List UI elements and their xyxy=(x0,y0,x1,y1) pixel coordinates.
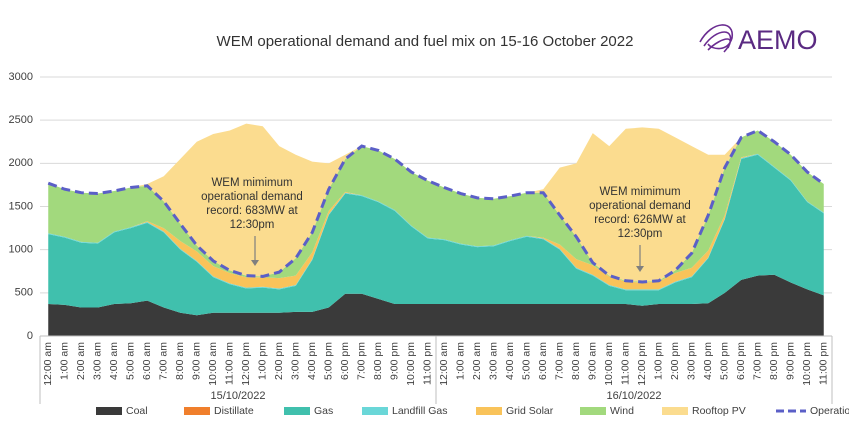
legend-label: Operational Demand xyxy=(810,405,849,417)
annotation: record: 626MW at xyxy=(594,214,686,226)
x-tick-label: 9:00 pm xyxy=(389,342,401,380)
x-tick-label: 6:00 am xyxy=(537,342,549,380)
logo: AEMO xyxy=(699,24,818,55)
x-tick-label: 2:00 pm xyxy=(669,342,681,380)
x-tick-label: 4:00 am xyxy=(108,342,120,380)
legend-label: Grid Solar xyxy=(506,405,554,417)
x-tick-label: 3:00 pm xyxy=(290,342,302,380)
x-tick-label: 10:00 am xyxy=(603,342,615,386)
x-tick-label: 2:00 am xyxy=(75,342,87,380)
x-tick-label: 3:00 pm xyxy=(686,342,698,380)
x-tick-label: 8:00 am xyxy=(174,342,186,380)
x-tick-label: 2:00 pm xyxy=(273,342,285,380)
x-tick-label: 1:00 pm xyxy=(653,342,665,380)
x-tick-label: 4:00 pm xyxy=(306,342,318,380)
x-tick-label: 1:00 am xyxy=(455,342,467,380)
x-tick-label: 7:00 am xyxy=(554,342,566,380)
x-tick-label: 6:00 am xyxy=(141,342,153,380)
x-tick-label: 6:00 pm xyxy=(339,342,351,380)
y-tick-label: 3000 xyxy=(9,71,33,83)
x-tick-label: 3:00 am xyxy=(488,342,500,380)
legend-swatch xyxy=(580,407,606,415)
x-tick-label: 7:00 pm xyxy=(356,342,368,380)
y-tick-label: 0 xyxy=(27,330,33,342)
legend-label: Landfill Gas xyxy=(392,405,447,417)
legend-swatch xyxy=(662,407,688,415)
demand-line xyxy=(47,128,825,284)
legend-swatch xyxy=(96,407,122,415)
x-tick-label: 8:00 pm xyxy=(372,342,384,380)
area-series xyxy=(48,154,824,316)
chart-title: WEM operational demand and fuel mix on 1… xyxy=(217,33,634,50)
x-tick-label: 11:00 am xyxy=(620,342,632,385)
x-tick-label: 5:00 pm xyxy=(719,342,731,380)
x-tick-label: 10:00 pm xyxy=(405,342,417,386)
x-group-label: 16/10/2022 xyxy=(606,390,661,402)
area-series xyxy=(48,274,824,336)
area-series xyxy=(48,130,824,283)
x-tick-label: 10:00 am xyxy=(207,342,219,386)
x-tick-label: 7:00 pm xyxy=(752,342,764,380)
x-tick-label: 9:00 am xyxy=(587,342,599,380)
annotation-arrowhead xyxy=(251,260,259,266)
logo-swoosh xyxy=(699,24,733,53)
x-tick-label: 9:00 am xyxy=(191,342,203,380)
x-tick-label: 4:00 pm xyxy=(702,342,714,380)
legend-label: Rooftop PV xyxy=(692,405,746,417)
annotation: WEM mimimum xyxy=(599,186,680,198)
logo-text: AEMO xyxy=(738,25,818,55)
legend-label: Wind xyxy=(610,405,634,417)
x-tick-label: 5:00 am xyxy=(125,342,137,380)
x-tick-label: 3:00 am xyxy=(92,342,104,380)
x-tick-label: 4:00 am xyxy=(504,342,516,380)
x-tick-label: 12:00 pm xyxy=(240,342,252,386)
legend-swatch xyxy=(284,407,310,415)
x-tick-label: 11:00 pm xyxy=(422,342,434,385)
legend-swatch xyxy=(184,407,210,415)
y-tick-label: 2000 xyxy=(9,157,33,169)
x-tick-label: 8:00 pm xyxy=(768,342,780,380)
x-tick-label: 9:00 pm xyxy=(785,342,797,380)
x-tick-label: 10:00 pm xyxy=(801,342,813,386)
area-series xyxy=(48,123,824,282)
x-tick-label: 11:00 am xyxy=(224,342,236,385)
annotation: record: 683MW at xyxy=(206,205,298,217)
x-tick-label: 2:00 am xyxy=(471,342,483,380)
x-tick-label: 7:00 am xyxy=(158,342,170,380)
legend-label: Gas xyxy=(314,405,333,417)
legend-label: Coal xyxy=(126,405,148,417)
x-group-label: 15/10/2022 xyxy=(210,390,265,402)
x-tick-label: 11:00 pm xyxy=(818,342,830,385)
annotation: 12:30pm xyxy=(230,219,275,231)
annotation: operational demand xyxy=(589,200,691,212)
x-tick-label: 12:00 am xyxy=(438,342,450,386)
annotation: 12:30pm xyxy=(618,228,663,240)
legend-swatch xyxy=(476,407,502,415)
y-tick-label: 2500 xyxy=(9,114,33,126)
annotation: operational demand xyxy=(201,191,303,203)
annotation: WEM mimimum xyxy=(211,177,292,189)
annotation-arrowhead xyxy=(636,266,644,272)
legend-swatch xyxy=(362,407,388,415)
y-tick-label: 500 xyxy=(15,287,33,299)
x-tick-label: 5:00 pm xyxy=(323,342,335,380)
x-tick-label: 5:00 am xyxy=(521,342,533,380)
x-tick-label: 8:00 am xyxy=(570,342,582,380)
x-tick-label: 12:00 pm xyxy=(636,342,648,386)
legend-label: Distillate xyxy=(214,405,254,417)
x-tick-label: 6:00 pm xyxy=(735,342,747,380)
x-tick-label: 1:00 am xyxy=(59,342,71,380)
x-tick-label: 1:00 pm xyxy=(257,342,269,380)
x-tick-label: 12:00 am xyxy=(42,342,54,386)
y-tick-label: 1500 xyxy=(9,200,33,212)
y-tick-label: 1000 xyxy=(9,244,33,256)
